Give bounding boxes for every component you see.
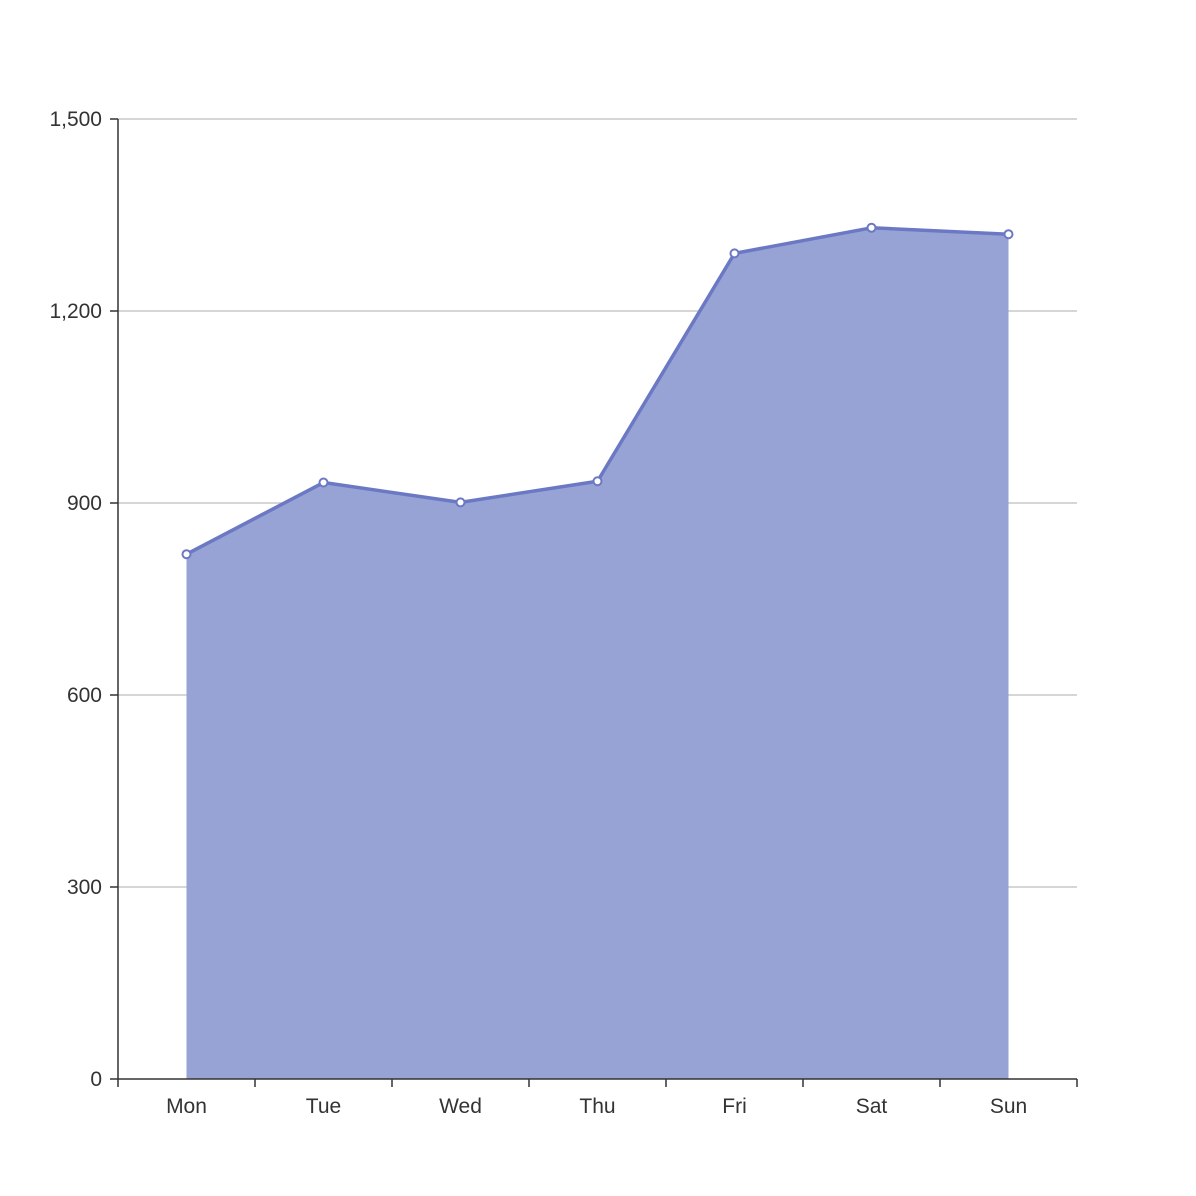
y-axis-ticks: 0 300 600 900 1,200 1,500 xyxy=(49,108,118,1091)
y-tick-label-1500: 1,500 xyxy=(49,108,102,131)
data-point-sat[interactable] xyxy=(866,222,877,233)
area-fill xyxy=(186,227,1009,1080)
x-tick-label-wed: Wed xyxy=(439,1095,482,1118)
x-axis-ticks: Mon Tue Wed Thu Fri Sat Sun xyxy=(117,1079,1078,1118)
x-tick-label-sat: Sat xyxy=(856,1095,888,1118)
data-point-tue[interactable] xyxy=(318,477,329,488)
x-tick-label-mon: Mon xyxy=(166,1095,207,1118)
y-tick-label-0: 0 xyxy=(90,1068,102,1091)
axes xyxy=(117,119,1077,1080)
x-tick-label-thu: Thu xyxy=(579,1095,615,1118)
x-tick-label-tue: Tue xyxy=(306,1095,341,1118)
y-tick-label-900: 900 xyxy=(67,492,102,515)
x-tick-label-fri: Fri xyxy=(722,1095,747,1118)
data-points xyxy=(181,222,1014,560)
data-point-mon[interactable] xyxy=(181,549,192,560)
x-tick-label-sun: Sun xyxy=(990,1095,1027,1118)
data-point-fri[interactable] xyxy=(729,248,740,259)
data-point-wed[interactable] xyxy=(455,497,466,508)
y-tick-label-1200: 1,200 xyxy=(49,300,102,323)
y-tick-label-600: 600 xyxy=(67,684,102,707)
data-point-thu[interactable] xyxy=(592,476,603,487)
y-tick-label-300: 300 xyxy=(67,876,102,899)
data-point-sun[interactable] xyxy=(1003,229,1014,240)
